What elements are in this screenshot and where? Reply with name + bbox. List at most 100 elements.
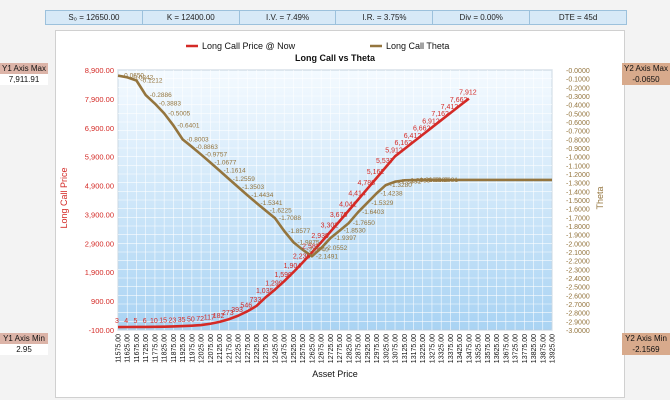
price-data-label: 6,412 xyxy=(404,133,422,140)
price-data-label: 35 xyxy=(178,317,186,324)
x-tick-label: 12475.00 xyxy=(282,334,289,363)
y1-axis-max-value[interactable]: 7,911.91 xyxy=(0,74,48,85)
x-tick-label: 12525.00 xyxy=(291,334,298,363)
y2-axis-max-value[interactable]: -0.0650 xyxy=(622,74,670,85)
y2-axis-min-value[interactable]: -2.1569 xyxy=(622,344,670,355)
x-tick-label: 12775.00 xyxy=(337,334,344,363)
x-tick-label: 12725.00 xyxy=(328,334,335,363)
price-data-label: 15 xyxy=(159,318,167,325)
x-tick-label: 12325.00 xyxy=(254,334,261,363)
x-tick-label: 13225.00 xyxy=(420,334,427,363)
theta-data-label: -2.1491 xyxy=(316,253,338,260)
theta-data-label: -1.5341 xyxy=(261,200,283,207)
theta-data-label: -1.8530 xyxy=(344,228,366,235)
theta-series-line xyxy=(117,74,552,258)
y2-tick-label: -2.0000 xyxy=(566,241,590,248)
y1-axis-max-box[interactable]: Y1 Axis Max 7,911.91 xyxy=(0,63,48,85)
y2-tick-label: -0.3000 xyxy=(566,94,590,101)
y2-tick-label: -0.6000 xyxy=(566,120,590,127)
price-data-label: 546 xyxy=(240,302,252,309)
param-strike: K = 12400.00 xyxy=(143,11,240,24)
price-data-label: 50 xyxy=(187,317,195,324)
x-tick-label: 12225.00 xyxy=(236,334,243,363)
price-data-label: 733 xyxy=(250,297,262,304)
legend-price-label: Long Call Price @ Now xyxy=(202,41,296,51)
theta-data-label: -0.2886 xyxy=(150,92,172,99)
theta-data-label: -2.0740 xyxy=(307,247,329,254)
y2-tick-label: -0.8000 xyxy=(566,137,590,144)
price-data-label: 3 xyxy=(115,318,119,325)
y2-axis-title: Theta xyxy=(595,186,605,209)
theta-data-label: -1.9875 xyxy=(297,239,319,246)
y2-tick-label: -1.3000 xyxy=(566,181,590,188)
x-tick-label: 13425.00 xyxy=(457,334,464,363)
x-tick-label: 11925.00 xyxy=(180,334,187,363)
x-tick-label: 12625.00 xyxy=(309,334,316,363)
theta-data-label: -1.2733 xyxy=(408,177,430,184)
y1-tick-label: 4,900.00 xyxy=(85,182,114,191)
x-tick-label: 12075.00 xyxy=(208,334,215,363)
y2-axis-max-box[interactable]: Y2 Axis Max -0.0650 xyxy=(622,63,670,85)
price-data-label: 2,939 xyxy=(311,233,329,240)
x-tick-label: 13475.00 xyxy=(466,334,473,363)
price-data-label: 72 xyxy=(196,316,204,323)
y2-tick-label: -2.3000 xyxy=(566,267,590,274)
y1-tick-label: 2,900.00 xyxy=(85,239,114,248)
y1-axis-min-box[interactable]: Y1 Axis Min 2.95 xyxy=(0,333,48,355)
x-tick-label: 12875.00 xyxy=(356,334,363,363)
x-tick-label: 12175.00 xyxy=(226,334,233,363)
y2-tick-label: -2.5000 xyxy=(566,285,590,292)
legend-theta-label: Long Call Theta xyxy=(386,41,449,51)
y2-tick-label: -1.6000 xyxy=(566,207,590,214)
y2-tick-label: -1.7000 xyxy=(566,215,590,222)
price-data-label: 7,912 xyxy=(459,90,477,97)
y2-tick-label: -1.9000 xyxy=(566,233,590,240)
y2-tick-label: -1.8000 xyxy=(566,224,590,231)
param-ir: I.R. = 3.75% xyxy=(336,11,434,24)
param-dte: DTE = 45d xyxy=(558,13,598,22)
price-data-label: 3,302 xyxy=(321,223,339,230)
x-tick-label: 12975.00 xyxy=(374,334,381,363)
y2-tick-label: -1.0000 xyxy=(566,155,590,162)
y1-axis-min-label: Y1 Axis Min xyxy=(3,334,45,343)
theta-data-label: -1.7650 xyxy=(353,220,375,227)
theta-data-label: -1.6225 xyxy=(270,208,292,215)
x-tick-label: 13625.00 xyxy=(494,334,501,363)
y1-tick-label: 3,900.00 xyxy=(85,210,114,219)
y1-axis-min-value[interactable]: 2.95 xyxy=(0,344,48,355)
theta-data-label: -1.4238 xyxy=(381,190,403,197)
theta-data-label: -1.7088 xyxy=(279,215,301,222)
y2-tick-label: -2.1000 xyxy=(566,250,590,257)
x-tick-label: 13675.00 xyxy=(503,334,510,363)
x-tick-label: 12925.00 xyxy=(365,334,372,363)
price-data-label: 1,299 xyxy=(265,281,283,288)
theta-data-label: -1.0677 xyxy=(214,160,236,167)
x-tick-label: 13525.00 xyxy=(476,334,483,363)
theta-data-label: -1.5329 xyxy=(371,200,393,207)
theta-data-label: -1.1614 xyxy=(224,168,246,175)
price-data-label: 5,912 xyxy=(385,147,403,154)
x-tick-label: 13025.00 xyxy=(383,334,390,363)
x-tick-label: 11975.00 xyxy=(189,334,196,363)
theta-data-label: -1.2693 xyxy=(417,177,439,184)
y2-axis-min-box[interactable]: Y2 Axis Min -2.1569 xyxy=(622,333,670,355)
price-data-label: 182 xyxy=(213,313,225,320)
x-tick-label: 11675.00 xyxy=(134,334,141,363)
price-data-label: 4,041 xyxy=(339,201,357,208)
theta-data-label: -0.8863 xyxy=(196,144,218,151)
theta-data-label: -0.8003 xyxy=(187,136,209,143)
y1-tick-label: 5,900.00 xyxy=(85,153,114,162)
theta-data-label: -1.6403 xyxy=(362,209,384,216)
y2-tick-label: -2.6000 xyxy=(566,293,590,300)
y2-axis-max-label: Y2 Axis Max xyxy=(623,64,668,73)
theta-data-label: -1.3503 xyxy=(242,184,264,191)
y2-tick-label: -1.2000 xyxy=(566,172,590,179)
y1-tick-label: 1,900.00 xyxy=(85,268,114,277)
x-tick-label: 13075.00 xyxy=(393,334,400,363)
x-tick-label: 12025.00 xyxy=(199,334,206,363)
param-iv: I.V. = 7.49% xyxy=(240,11,337,24)
price-data-label: 2,236 xyxy=(293,254,311,261)
price-data-label: 5,162 xyxy=(367,169,385,176)
x-tick-label: 12375.00 xyxy=(263,334,270,363)
